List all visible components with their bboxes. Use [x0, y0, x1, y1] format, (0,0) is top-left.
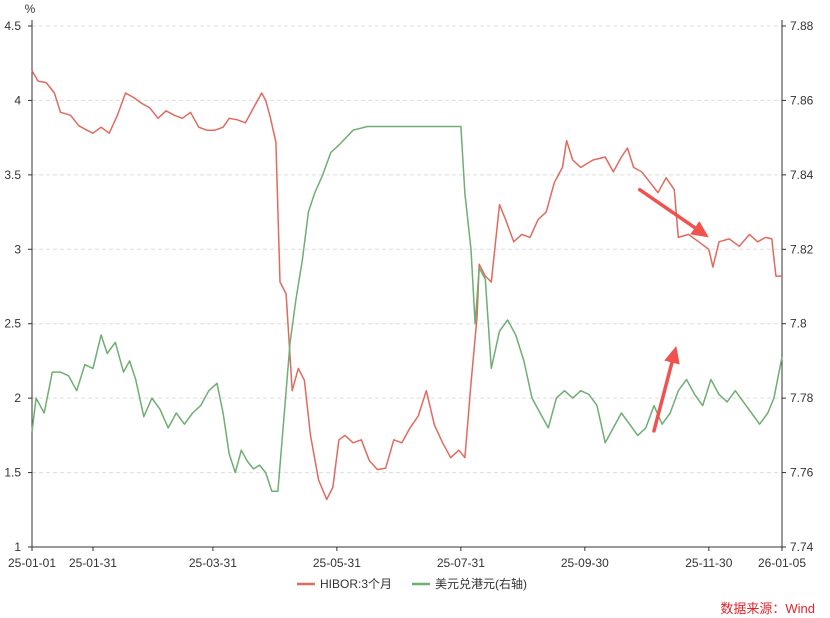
- left-tick-label: 4: [14, 93, 21, 107]
- left-tick-label: 1.5: [4, 466, 21, 480]
- right-tick-label: 7.8: [790, 317, 807, 331]
- left-tick-label: 3: [14, 242, 21, 256]
- right-tick-label: 7.76: [790, 466, 814, 480]
- x-tick-label: 26-01-05: [758, 556, 806, 570]
- right-tick-label: 7.88: [790, 19, 814, 33]
- right-tick-label: 7.78: [790, 391, 814, 405]
- left-tick-label: 4.5: [4, 19, 21, 33]
- x-tick-label: 25-03-31: [189, 556, 237, 570]
- source-note: 数据来源：Wind: [720, 601, 815, 616]
- left-axis-unit: %: [25, 2, 36, 16]
- gridlines: [32, 25, 782, 474]
- x-tick-label: 25-11-30: [685, 556, 732, 570]
- x-tick-label: 25-01-01: [8, 556, 56, 570]
- annotation-arrow-shaft: [652, 360, 674, 433]
- left-axis-tick-labels: 1 1.5 2 2.5 3 3.5 4 4.5: [4, 19, 21, 554]
- left-tick-label: 2.5: [4, 317, 21, 331]
- right-tick-label: 7.86: [790, 93, 814, 107]
- right-axis-tick-labels: 7.74 7.76 7.78 7.8 7.82 7.84 7.86 7.88: [790, 19, 814, 554]
- x-tick-label: 25-09-30: [561, 556, 609, 570]
- axes: [28, 20, 786, 551]
- legend: HIBOR:3个月 美元兑港元(右轴): [297, 576, 527, 591]
- left-tick-label: 1: [14, 540, 21, 554]
- right-tick-label: 7.74: [790, 540, 814, 554]
- series-line-hibor-3m: [31, 70, 782, 501]
- series-line-usd-hkd: [31, 125, 783, 492]
- right-tick-label: 7.84: [790, 168, 814, 182]
- x-axis-tick-labels: 25-01-01 25-01-31 25-03-31 25-05-31 25-07-31…: [8, 556, 806, 570]
- right-tick-label: 7.82: [790, 242, 814, 256]
- legend-label: HIBOR:3个月: [320, 577, 392, 591]
- left-tick-label: 3.5: [4, 168, 21, 182]
- x-tick-label: 25-01-31: [69, 556, 117, 570]
- annotation-arrows: [637, 187, 709, 433]
- left-tick-label: 2: [14, 391, 21, 405]
- annotation-arrow-head: [664, 346, 680, 365]
- x-tick-label: 25-05-31: [313, 556, 361, 570]
- annotation-arrow-head: [690, 221, 709, 238]
- x-tick-label: 25-07-31: [437, 556, 485, 570]
- series-lines: [31, 70, 783, 501]
- annotation-arrow-shaft: [637, 187, 697, 230]
- legend-label: 美元兑港元(右轴): [435, 576, 527, 591]
